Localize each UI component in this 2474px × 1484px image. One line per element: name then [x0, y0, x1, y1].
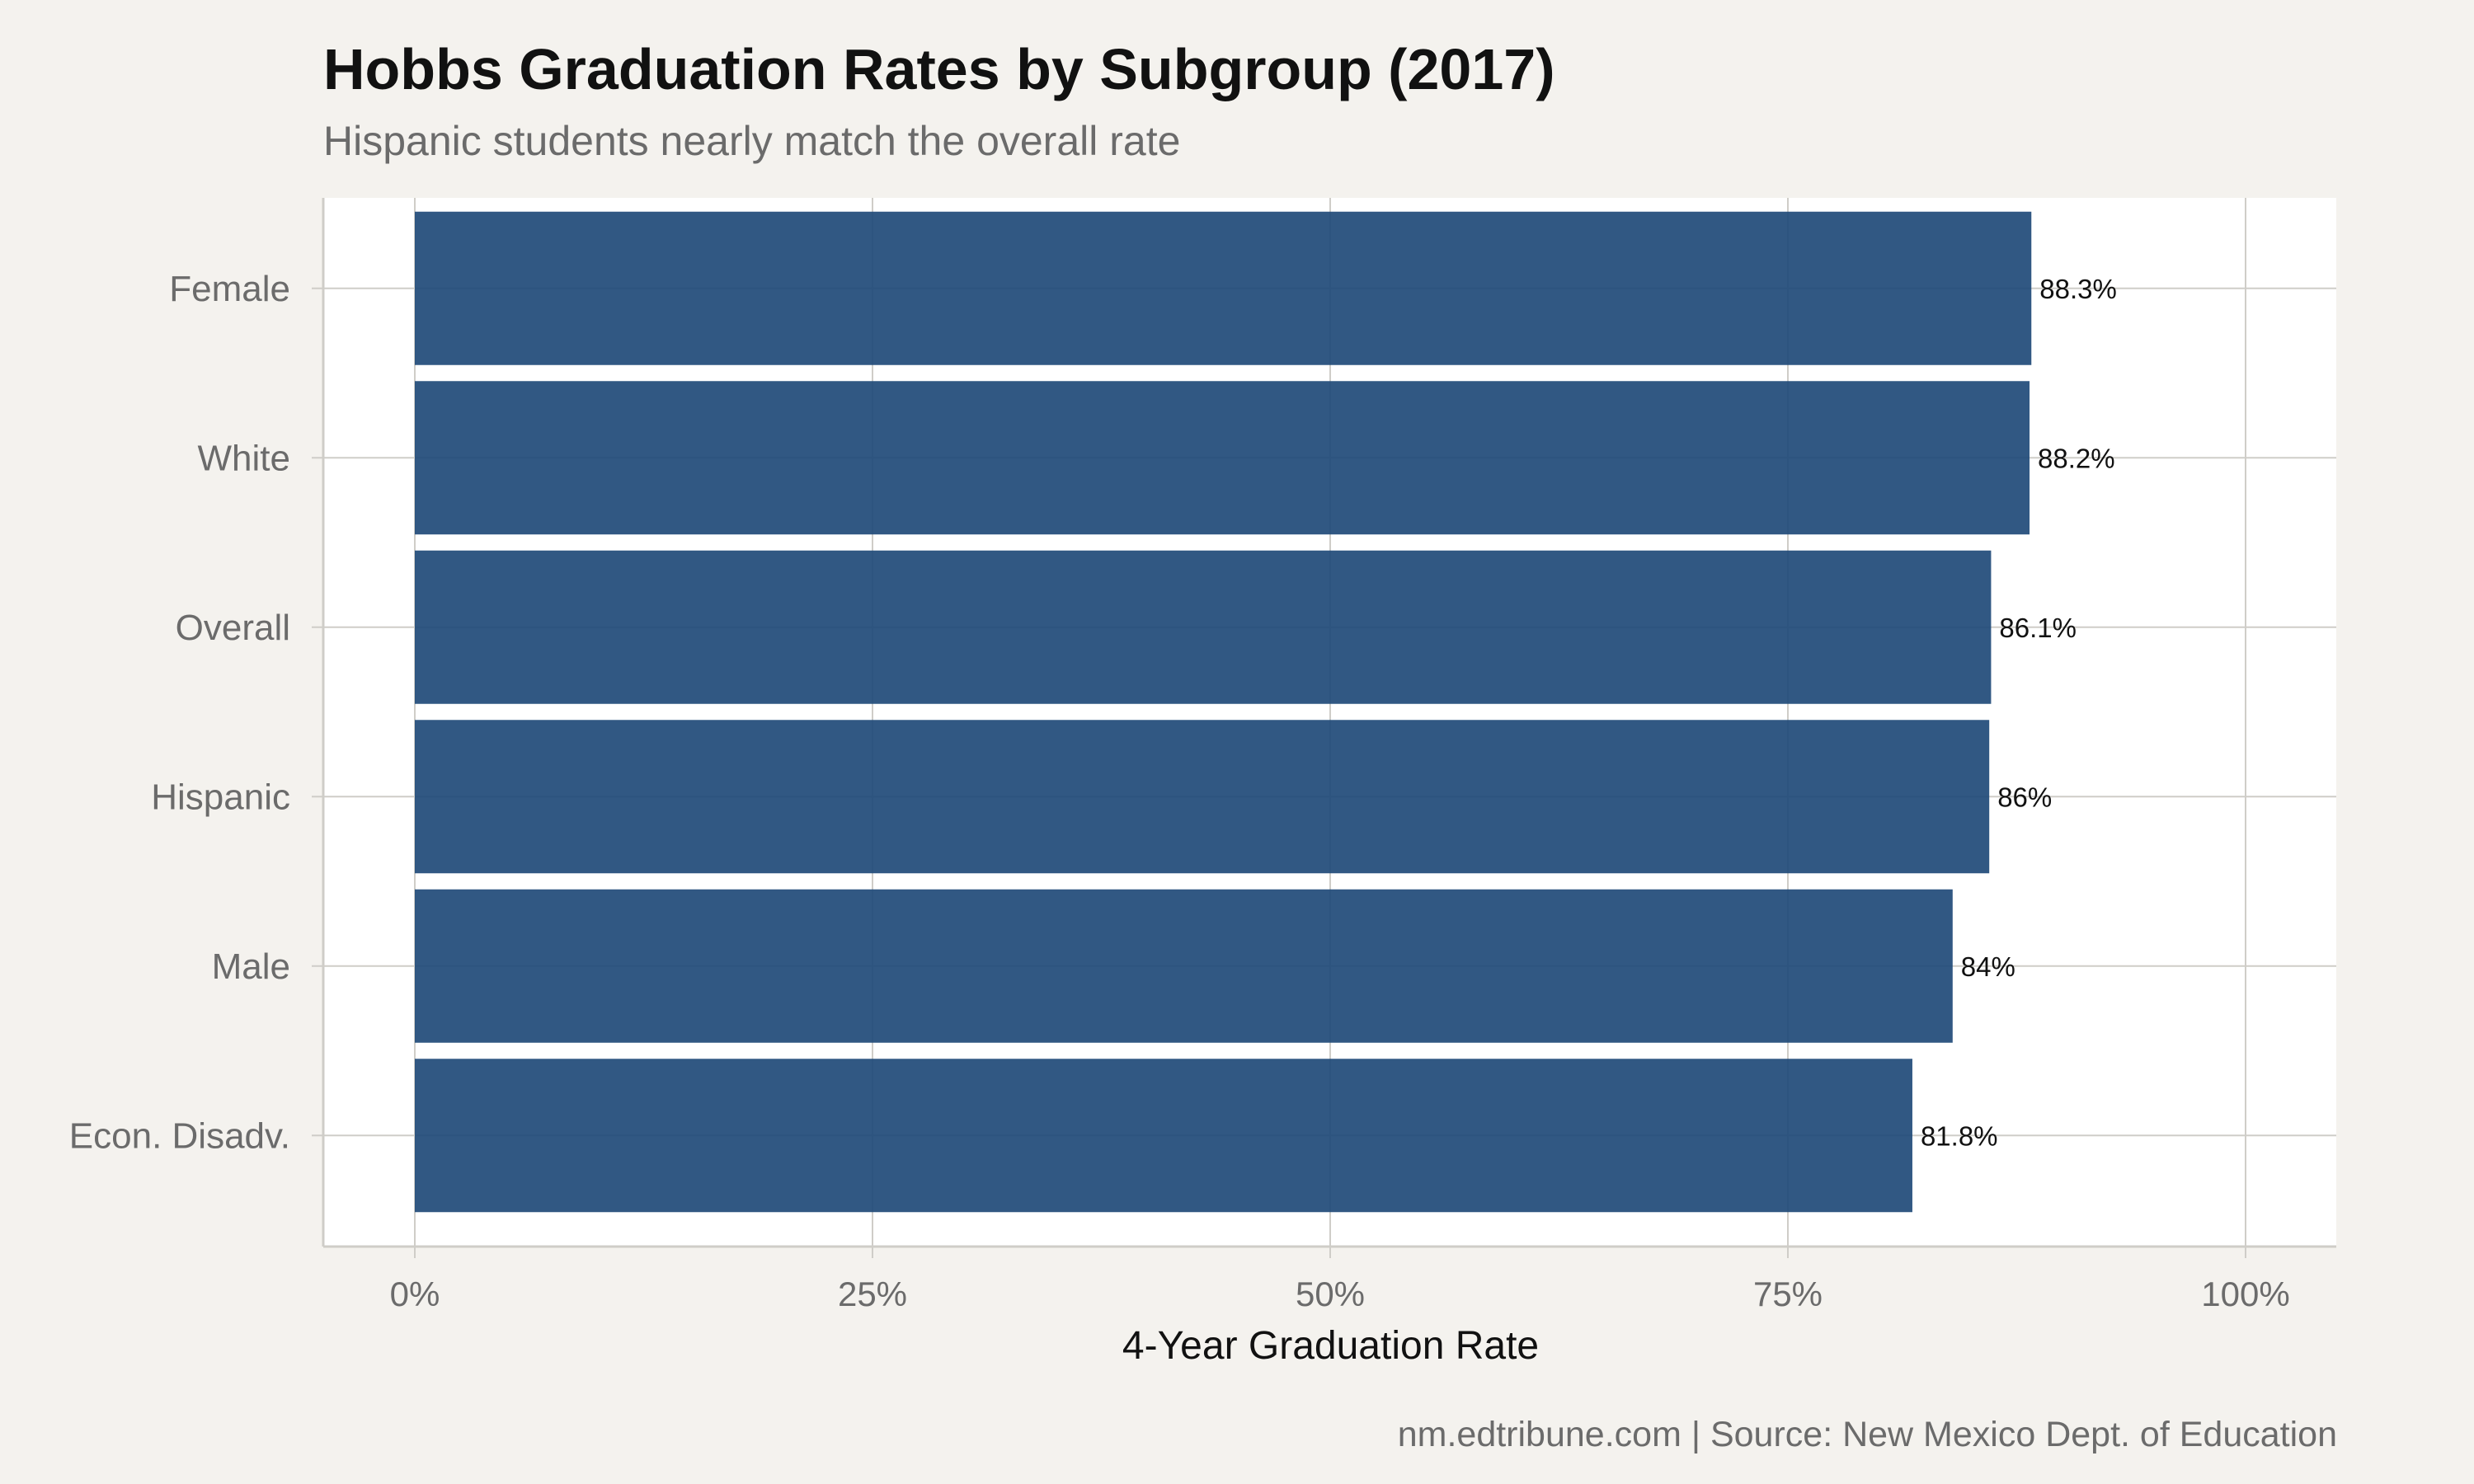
bars: [415, 211, 2032, 1213]
bar-value-label: 86%: [1997, 782, 2052, 812]
y-tick-label: Male: [212, 946, 290, 987]
x-axis-title: 4-Year Graduation Rate: [1122, 1324, 1539, 1368]
x-tick-label: 75%: [1753, 1275, 1823, 1313]
bar-white: [415, 381, 2030, 535]
x-tick-label: 0%: [390, 1275, 440, 1313]
y-tick-label: Econ. Disadv.: [69, 1115, 290, 1156]
bar-value-label: 84%: [1961, 951, 2015, 982]
x-tick-label: 25%: [838, 1275, 907, 1313]
chart-subtitle: Hispanic students nearly match the overa…: [323, 118, 1181, 164]
bar-econ-disadv: [415, 1059, 1912, 1213]
bar-male: [415, 889, 1953, 1043]
bar-value-label: 88.2%: [2038, 443, 2115, 473]
bar-overall: [415, 550, 1992, 704]
chart-title: Hobbs Graduation Rates by Subgroup (2017…: [323, 37, 1555, 101]
y-tick-label: Hispanic: [151, 777, 290, 817]
y-tick-label: White: [198, 438, 290, 478]
x-axis-ticks: 0% 25% 50% 75% 100%: [390, 1247, 2290, 1313]
bar-female: [415, 211, 2032, 365]
data-labels: 88.3% 88.2% 86.1% 86% 84% 81.8%: [1921, 274, 2117, 1152]
x-tick-label: 50%: [1296, 1275, 1365, 1313]
y-axis-ticks: Female White Overall Hispanic Male Econ. Disa…: [69, 269, 323, 1156]
y-tick-label: Female: [169, 269, 290, 309]
y-tick-label: Overall: [176, 608, 290, 648]
source-caption: nm.edtribune.com | Source: New Mexico De…: [1397, 1415, 2337, 1454]
bar-value-label: 86.1%: [1999, 613, 2077, 643]
bar-hispanic: [415, 720, 1990, 874]
bar-value-label: 88.3%: [2039, 274, 2117, 304]
x-tick-label: 100%: [2201, 1275, 2289, 1313]
bar-value-label: 81.8%: [1921, 1120, 1998, 1151]
